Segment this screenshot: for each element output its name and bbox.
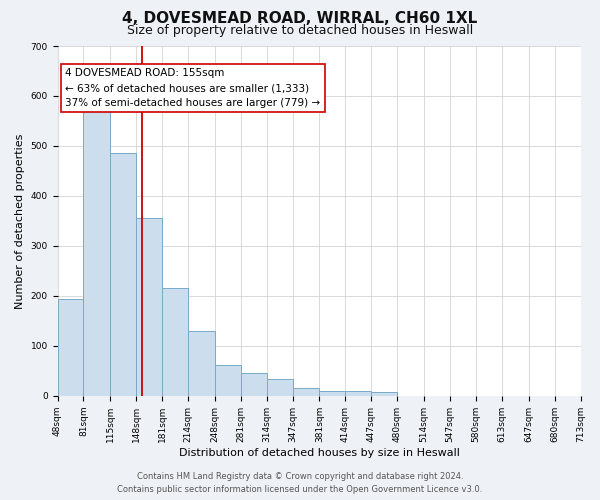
Bar (188, 331, 215, 396)
Bar (162, 288, 188, 396)
Bar (346, 391, 371, 396)
Text: 4 DOVESMEAD ROAD: 155sqm
← 63% of detached houses are smaller (1,333)
37% of sem: 4 DOVESMEAD ROAD: 155sqm ← 63% of detach… (65, 68, 320, 108)
Bar (319, 391, 346, 396)
Bar (215, 365, 241, 396)
Y-axis label: Number of detached properties: Number of detached properties (15, 133, 25, 308)
Text: Contains HM Land Registry data © Crown copyright and database right 2024.
Contai: Contains HM Land Registry data © Crown c… (118, 472, 482, 494)
Bar (83, 106, 110, 396)
Text: Size of property relative to detached houses in Heswall: Size of property relative to detached ho… (127, 24, 473, 37)
Bar (136, 218, 162, 396)
Bar (110, 154, 136, 396)
Text: 4, DOVESMEAD ROAD, WIRRAL, CH60 1XL: 4, DOVESMEAD ROAD, WIRRAL, CH60 1XL (122, 11, 478, 26)
X-axis label: Distribution of detached houses by size in Heswall: Distribution of detached houses by size … (179, 448, 460, 458)
Bar (371, 392, 397, 396)
Bar (241, 374, 267, 396)
Bar (58, 300, 83, 396)
Bar (267, 380, 293, 396)
Bar (293, 388, 319, 396)
